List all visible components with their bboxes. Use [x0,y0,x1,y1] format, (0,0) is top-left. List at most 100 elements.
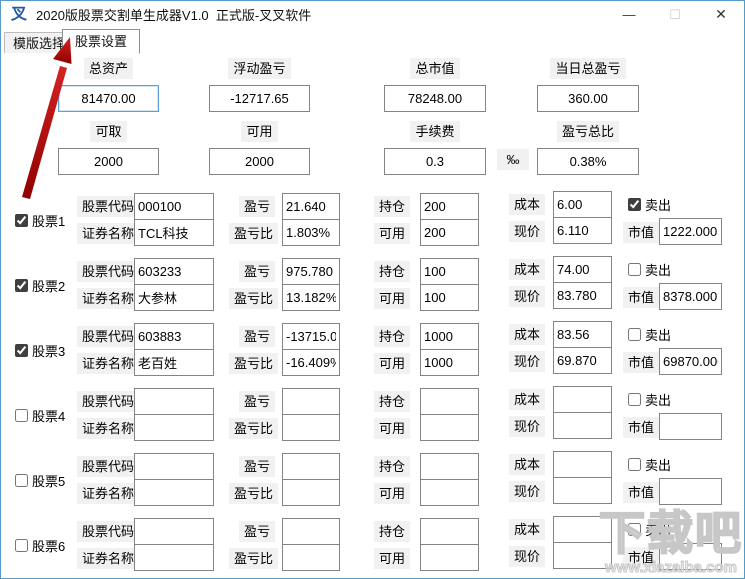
position-input[interactable] [420,193,479,220]
commission-cell: 手续费 [384,121,486,175]
market-value-input[interactable] [659,478,722,505]
total-market-value-input[interactable] [384,85,486,112]
pl-input[interactable] [282,453,340,480]
security-name-input[interactable] [134,479,214,506]
market-value-label: 市值 [623,222,660,243]
price-input[interactable] [553,347,612,374]
commission-input[interactable] [384,148,486,175]
pl-input[interactable] [282,258,340,285]
sell-option[interactable]: 卖出 [628,195,671,214]
stock-enabled-checkbox[interactable] [15,344,28,357]
available-funds-input[interactable] [209,148,310,175]
stock-code-input[interactable] [134,518,214,545]
sell-option[interactable]: 卖出 [628,325,671,344]
withdrawable-input[interactable] [58,148,159,175]
cost-input[interactable] [553,256,612,283]
stock-enable-option[interactable]: 股票1 [15,211,65,230]
market-value-input[interactable] [659,413,722,440]
price-input[interactable] [553,217,612,244]
sell-option[interactable]: 卖出 [628,390,671,409]
minimize-button[interactable]: — [622,7,636,22]
sell-option[interactable]: 卖出 [628,520,671,539]
sell-checkbox[interactable] [628,523,641,536]
pl-input[interactable] [282,193,340,220]
stock-enable-option[interactable]: 股票6 [15,536,65,555]
price-input[interactable] [553,282,612,309]
available-input[interactable] [420,479,479,506]
security-name-input[interactable] [134,219,214,246]
pl-ratio-input[interactable] [282,284,340,311]
stock-code-input[interactable] [134,388,214,415]
cost-label: 成本 [509,389,546,410]
stock-enabled-checkbox[interactable] [15,539,28,552]
security-name-label: 证券名称 [77,418,140,439]
pl-ratio-input[interactable] [282,219,340,246]
security-name-input[interactable] [134,544,214,571]
position-label: 持仓 [374,391,411,412]
stock-enabled-checkbox[interactable] [15,409,28,422]
available-input[interactable] [420,349,479,376]
sell-checkbox[interactable] [628,198,641,211]
market-value-input[interactable] [659,218,722,245]
security-name-input[interactable] [134,349,214,376]
cost-input[interactable] [553,191,612,218]
price-input[interactable] [553,542,612,569]
position-input[interactable] [420,258,479,285]
position-input[interactable] [420,323,479,350]
stock-row: 股票4 股票代码 证券名称 盈亏 盈亏比 持仓 可用 成本 现价 卖出 市值 [1,384,744,449]
available-input[interactable] [420,284,479,311]
pl-input[interactable] [282,518,340,545]
stock-code-input[interactable] [134,258,214,285]
stock-code-input[interactable] [134,193,214,220]
cost-input[interactable] [553,321,612,348]
tab-stock-settings[interactable]: 股票设置 [62,29,141,54]
position-input[interactable] [420,388,479,415]
sell-option[interactable]: 卖出 [628,260,671,279]
sell-checkbox[interactable] [628,328,641,341]
market-value-label: 市值 [623,482,660,503]
floating-pl-input[interactable] [209,85,310,112]
daily-total-pl-input[interactable] [537,85,639,112]
cost-input[interactable] [553,516,612,543]
stock-enabled-checkbox[interactable] [15,279,28,292]
price-input[interactable] [553,477,612,504]
sell-checkbox[interactable] [628,458,641,471]
position-input[interactable] [420,518,479,545]
stock-enabled-checkbox[interactable] [15,474,28,487]
maximize-button[interactable]: ☐ [669,6,681,22]
stock-enable-option[interactable]: 股票2 [15,276,65,295]
cost-label: 成本 [509,454,546,475]
security-name-input[interactable] [134,284,214,311]
stock-enable-option[interactable]: 股票4 [15,406,65,425]
stock-code-input[interactable] [134,453,214,480]
total-pl-ratio-input[interactable] [537,148,639,175]
available-input[interactable] [420,544,479,571]
close-button[interactable]: ✕ [715,6,727,22]
available-input[interactable] [420,219,479,246]
pl-input[interactable] [282,323,340,350]
pl-input[interactable] [282,388,340,415]
permille-unit-label: ‰ [497,149,529,170]
sell-checkbox[interactable] [628,393,641,406]
cost-input[interactable] [553,386,612,413]
total-assets-input[interactable] [58,85,159,112]
stock-code-input[interactable] [134,323,214,350]
available-input[interactable] [420,414,479,441]
market-value-input[interactable] [659,283,722,310]
stock-enable-option[interactable]: 股票3 [15,341,65,360]
sell-checkbox[interactable] [628,263,641,276]
price-input[interactable] [553,412,612,439]
position-input[interactable] [420,453,479,480]
security-name-input[interactable] [134,414,214,441]
market-value-input[interactable] [659,543,722,570]
sell-label: 卖出 [645,458,672,473]
market-value-input[interactable] [659,348,722,375]
pl-ratio-input[interactable] [282,544,340,571]
pl-ratio-input[interactable] [282,414,340,441]
pl-ratio-input[interactable] [282,349,340,376]
sell-option[interactable]: 卖出 [628,455,671,474]
cost-input[interactable] [553,451,612,478]
pl-ratio-input[interactable] [282,479,340,506]
stock-enabled-checkbox[interactable] [15,214,28,227]
stock-enable-option[interactable]: 股票5 [15,471,65,490]
